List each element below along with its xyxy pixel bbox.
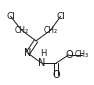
- Text: O: O: [52, 70, 60, 80]
- Text: CH₂: CH₂: [44, 26, 58, 35]
- Text: Cl: Cl: [6, 12, 15, 21]
- Text: CH₃: CH₃: [75, 50, 89, 59]
- Text: N: N: [24, 48, 31, 58]
- Text: N: N: [38, 58, 45, 68]
- Text: H: H: [40, 49, 47, 58]
- Text: O: O: [65, 50, 73, 60]
- Text: CH₂: CH₂: [14, 26, 28, 35]
- Text: Cl: Cl: [56, 12, 65, 21]
